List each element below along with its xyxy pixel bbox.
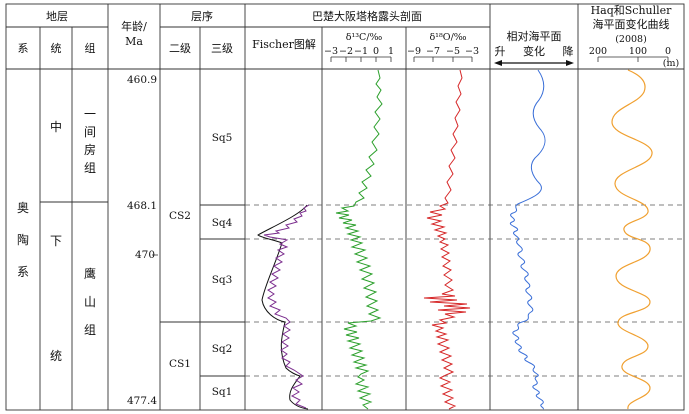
column-headers: 地层 系 统 组 年龄/ Ma 层序 二级 三级 巴楚大阪塔格露头剖面 Fisc… — [18, 4, 680, 69]
seq-sq3: Sq3 — [212, 274, 233, 286]
series-lower-char: 下 — [50, 234, 62, 248]
seq-cs1: CS1 — [169, 358, 191, 370]
haq-unit: (m) — [663, 58, 679, 69]
fischer-trend-curve — [257, 204, 309, 410]
group-upper-char: 一 — [84, 107, 96, 121]
d18o-tick: −5 — [446, 46, 460, 57]
header-age-line2: Ma — [125, 35, 143, 48]
rsl-title: 相对海平面 — [507, 29, 562, 43]
d13c-tick: 0 — [373, 46, 379, 57]
age-top: 460.9 — [127, 74, 157, 86]
age-bottom: 477.4 — [127, 395, 157, 407]
d13c-tick: −2 — [339, 46, 353, 57]
d13c-tick: 1 — [388, 46, 394, 57]
d18o-tick: −3 — [465, 46, 479, 57]
relative-sea-level-curve — [509, 69, 546, 410]
rsl-change: 变化 — [523, 44, 545, 58]
group-lower-char: 山 — [84, 295, 96, 309]
header-stratum: 地层 — [46, 10, 68, 23]
d18o-tick: −7 — [426, 46, 440, 57]
system-name: 奥 陶 系 — [17, 201, 29, 279]
header-series: 统 — [51, 42, 62, 55]
table-frame — [5, 3, 685, 411]
fischer-detail-curve — [263, 204, 310, 409]
age-boundary: 468.1 — [127, 200, 157, 212]
series-lower-char: 统 — [50, 349, 62, 363]
age-mid: 470 — [135, 249, 155, 261]
d18o-label: δ¹⁸O/‰ — [429, 32, 466, 43]
header-fischer: Fischer图解 — [252, 37, 316, 51]
haq-title-line3: (2008) — [615, 34, 647, 45]
group-lower-char: 组 — [84, 323, 96, 337]
haq-tick: 200 — [589, 46, 607, 57]
header-sequence: 层序 — [191, 9, 213, 23]
header-group: 组 — [85, 41, 96, 55]
rsl-rise: 升 — [495, 45, 506, 58]
haq-tick: 0 — [665, 46, 671, 57]
seq-sq4: Sq4 — [212, 217, 233, 229]
header-order3: 三级 — [211, 42, 233, 55]
system-char: 陶 — [17, 232, 29, 247]
d13c-scale — [330, 56, 392, 62]
d18o-scale — [413, 56, 473, 62]
d13c-label: δ¹³C/‰ — [346, 32, 383, 43]
header-age-line1: 年龄/ — [121, 19, 147, 33]
haq-tick: 100 — [629, 46, 647, 57]
group-upper-char: 组 — [84, 161, 96, 175]
d13c-tick: −1 — [354, 46, 368, 57]
d13c-tick: −3 — [324, 46, 338, 57]
haq-sea-level-curve — [611, 69, 653, 410]
series-names: 中 下 统 — [50, 119, 62, 363]
system-char: 奥 — [17, 201, 29, 215]
group-lower-char: 鹰 — [84, 266, 96, 281]
series-middle: 中 — [50, 119, 62, 134]
haq-title-line2: 海平面变化曲线 — [593, 17, 670, 31]
seq-sq5: Sq5 — [212, 132, 233, 144]
seq-sq2: Sq2 — [212, 343, 233, 355]
seq-cs2: CS2 — [169, 210, 191, 222]
double-arrow-icon — [494, 60, 574, 66]
third-order-sequences: Sq5 Sq4 Sq3 Sq2 Sq1 — [212, 132, 233, 398]
d18o-tick: −9 — [407, 46, 421, 57]
haq-scale — [597, 56, 669, 62]
header-section-title: 巴楚大阪塔格露头剖面 — [312, 9, 422, 23]
d13c-curve — [335, 69, 383, 410]
group-upper-char: 房 — [84, 142, 96, 157]
second-order-sequences: CS2 CS1 — [169, 210, 191, 370]
sequence-boundary-lines — [245, 204, 684, 377]
rsl-fall: 降 — [563, 44, 574, 58]
group-names: 一 间 房 组 鹰 山 组 — [84, 107, 96, 337]
haq-title-line1: Haq和Schuller — [591, 4, 673, 17]
seq-sq1: Sq1 — [212, 386, 233, 398]
fischer-plot — [257, 204, 310, 410]
d18o-curve — [423, 69, 471, 410]
age-labels: 460.9 468.1 470 477.4 — [127, 74, 158, 407]
header-order2: 二级 — [169, 42, 191, 55]
header-system: 系 — [18, 42, 29, 55]
system-char: 系 — [17, 265, 29, 279]
group-upper-char: 间 — [84, 125, 96, 139]
